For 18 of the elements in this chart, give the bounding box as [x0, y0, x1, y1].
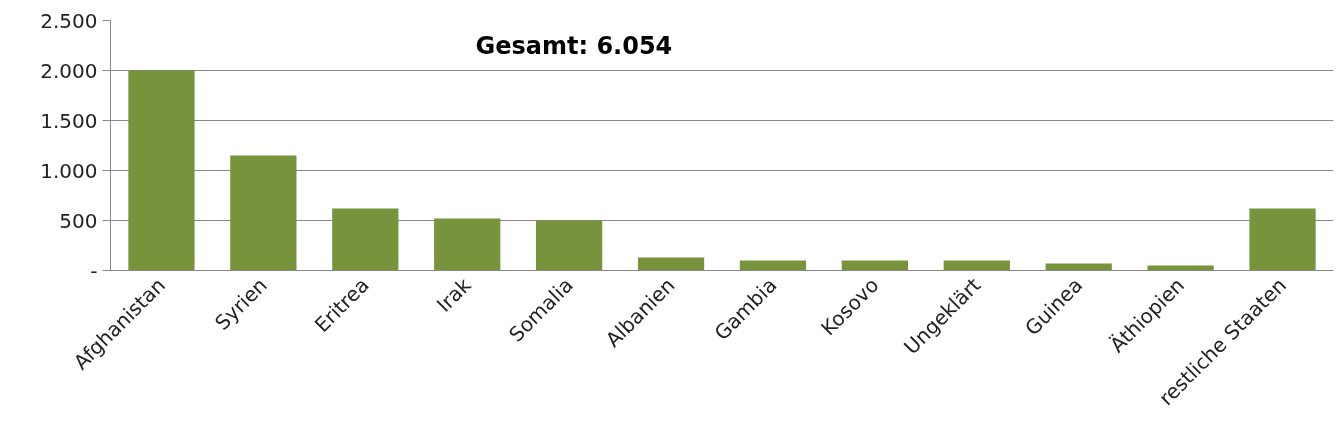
- y-tick-label: -: [90, 258, 98, 283]
- bar: [637, 257, 705, 271]
- bar: [841, 260, 908, 271]
- y-tick-label: 1.500: [40, 108, 98, 133]
- bar: [1249, 208, 1316, 271]
- bar: [739, 260, 807, 271]
- bar: [230, 155, 297, 271]
- bar: [434, 218, 501, 271]
- bar: [128, 70, 195, 271]
- annotation: Gesamt: 6.054: [475, 31, 673, 60]
- x-tick-label: Irak: [431, 272, 476, 317]
- y-tick-label: 500: [59, 208, 98, 233]
- y-tick-label: 2.500: [40, 8, 98, 33]
- bar: [332, 208, 399, 271]
- y-tick-label: 1.000: [40, 158, 98, 183]
- bar: [536, 220, 603, 271]
- bar: [943, 260, 1010, 271]
- y-tick-label: 2.000: [40, 58, 98, 83]
